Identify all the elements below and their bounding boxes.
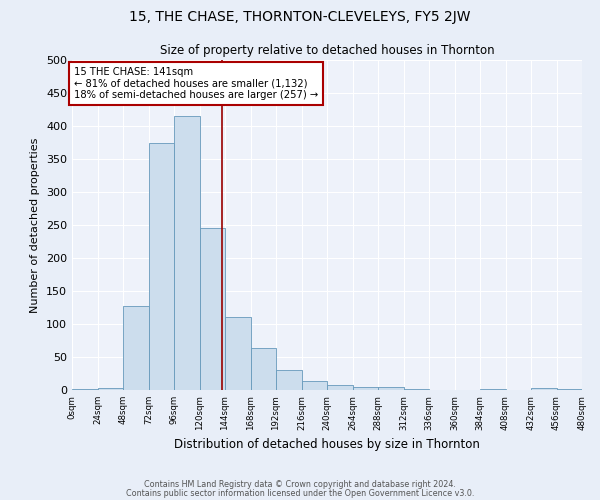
Bar xyxy=(72,388,97,390)
Bar xyxy=(353,386,378,390)
Bar xyxy=(302,381,327,390)
Bar xyxy=(225,318,251,390)
Bar xyxy=(199,228,225,390)
Text: Contains HM Land Registry data © Crown copyright and database right 2024.: Contains HM Land Registry data © Crown c… xyxy=(144,480,456,489)
Text: 15 THE CHASE: 141sqm
← 81% of detached houses are smaller (1,132)
18% of semi-de: 15 THE CHASE: 141sqm ← 81% of detached h… xyxy=(74,66,319,100)
Bar xyxy=(276,370,302,390)
Bar xyxy=(480,388,505,390)
Bar xyxy=(251,348,276,390)
Bar xyxy=(327,384,353,390)
Bar xyxy=(378,386,404,390)
Bar xyxy=(123,306,149,390)
Text: 15, THE CHASE, THORNTON-CLEVELEYS, FY5 2JW: 15, THE CHASE, THORNTON-CLEVELEYS, FY5 2… xyxy=(129,10,471,24)
Y-axis label: Number of detached properties: Number of detached properties xyxy=(31,138,40,312)
Bar xyxy=(531,388,557,390)
Title: Size of property relative to detached houses in Thornton: Size of property relative to detached ho… xyxy=(160,44,494,58)
X-axis label: Distribution of detached houses by size in Thornton: Distribution of detached houses by size … xyxy=(174,438,480,451)
Bar xyxy=(97,388,123,390)
Bar xyxy=(149,142,174,390)
Bar xyxy=(174,116,199,390)
Text: Contains public sector information licensed under the Open Government Licence v3: Contains public sector information licen… xyxy=(126,488,474,498)
